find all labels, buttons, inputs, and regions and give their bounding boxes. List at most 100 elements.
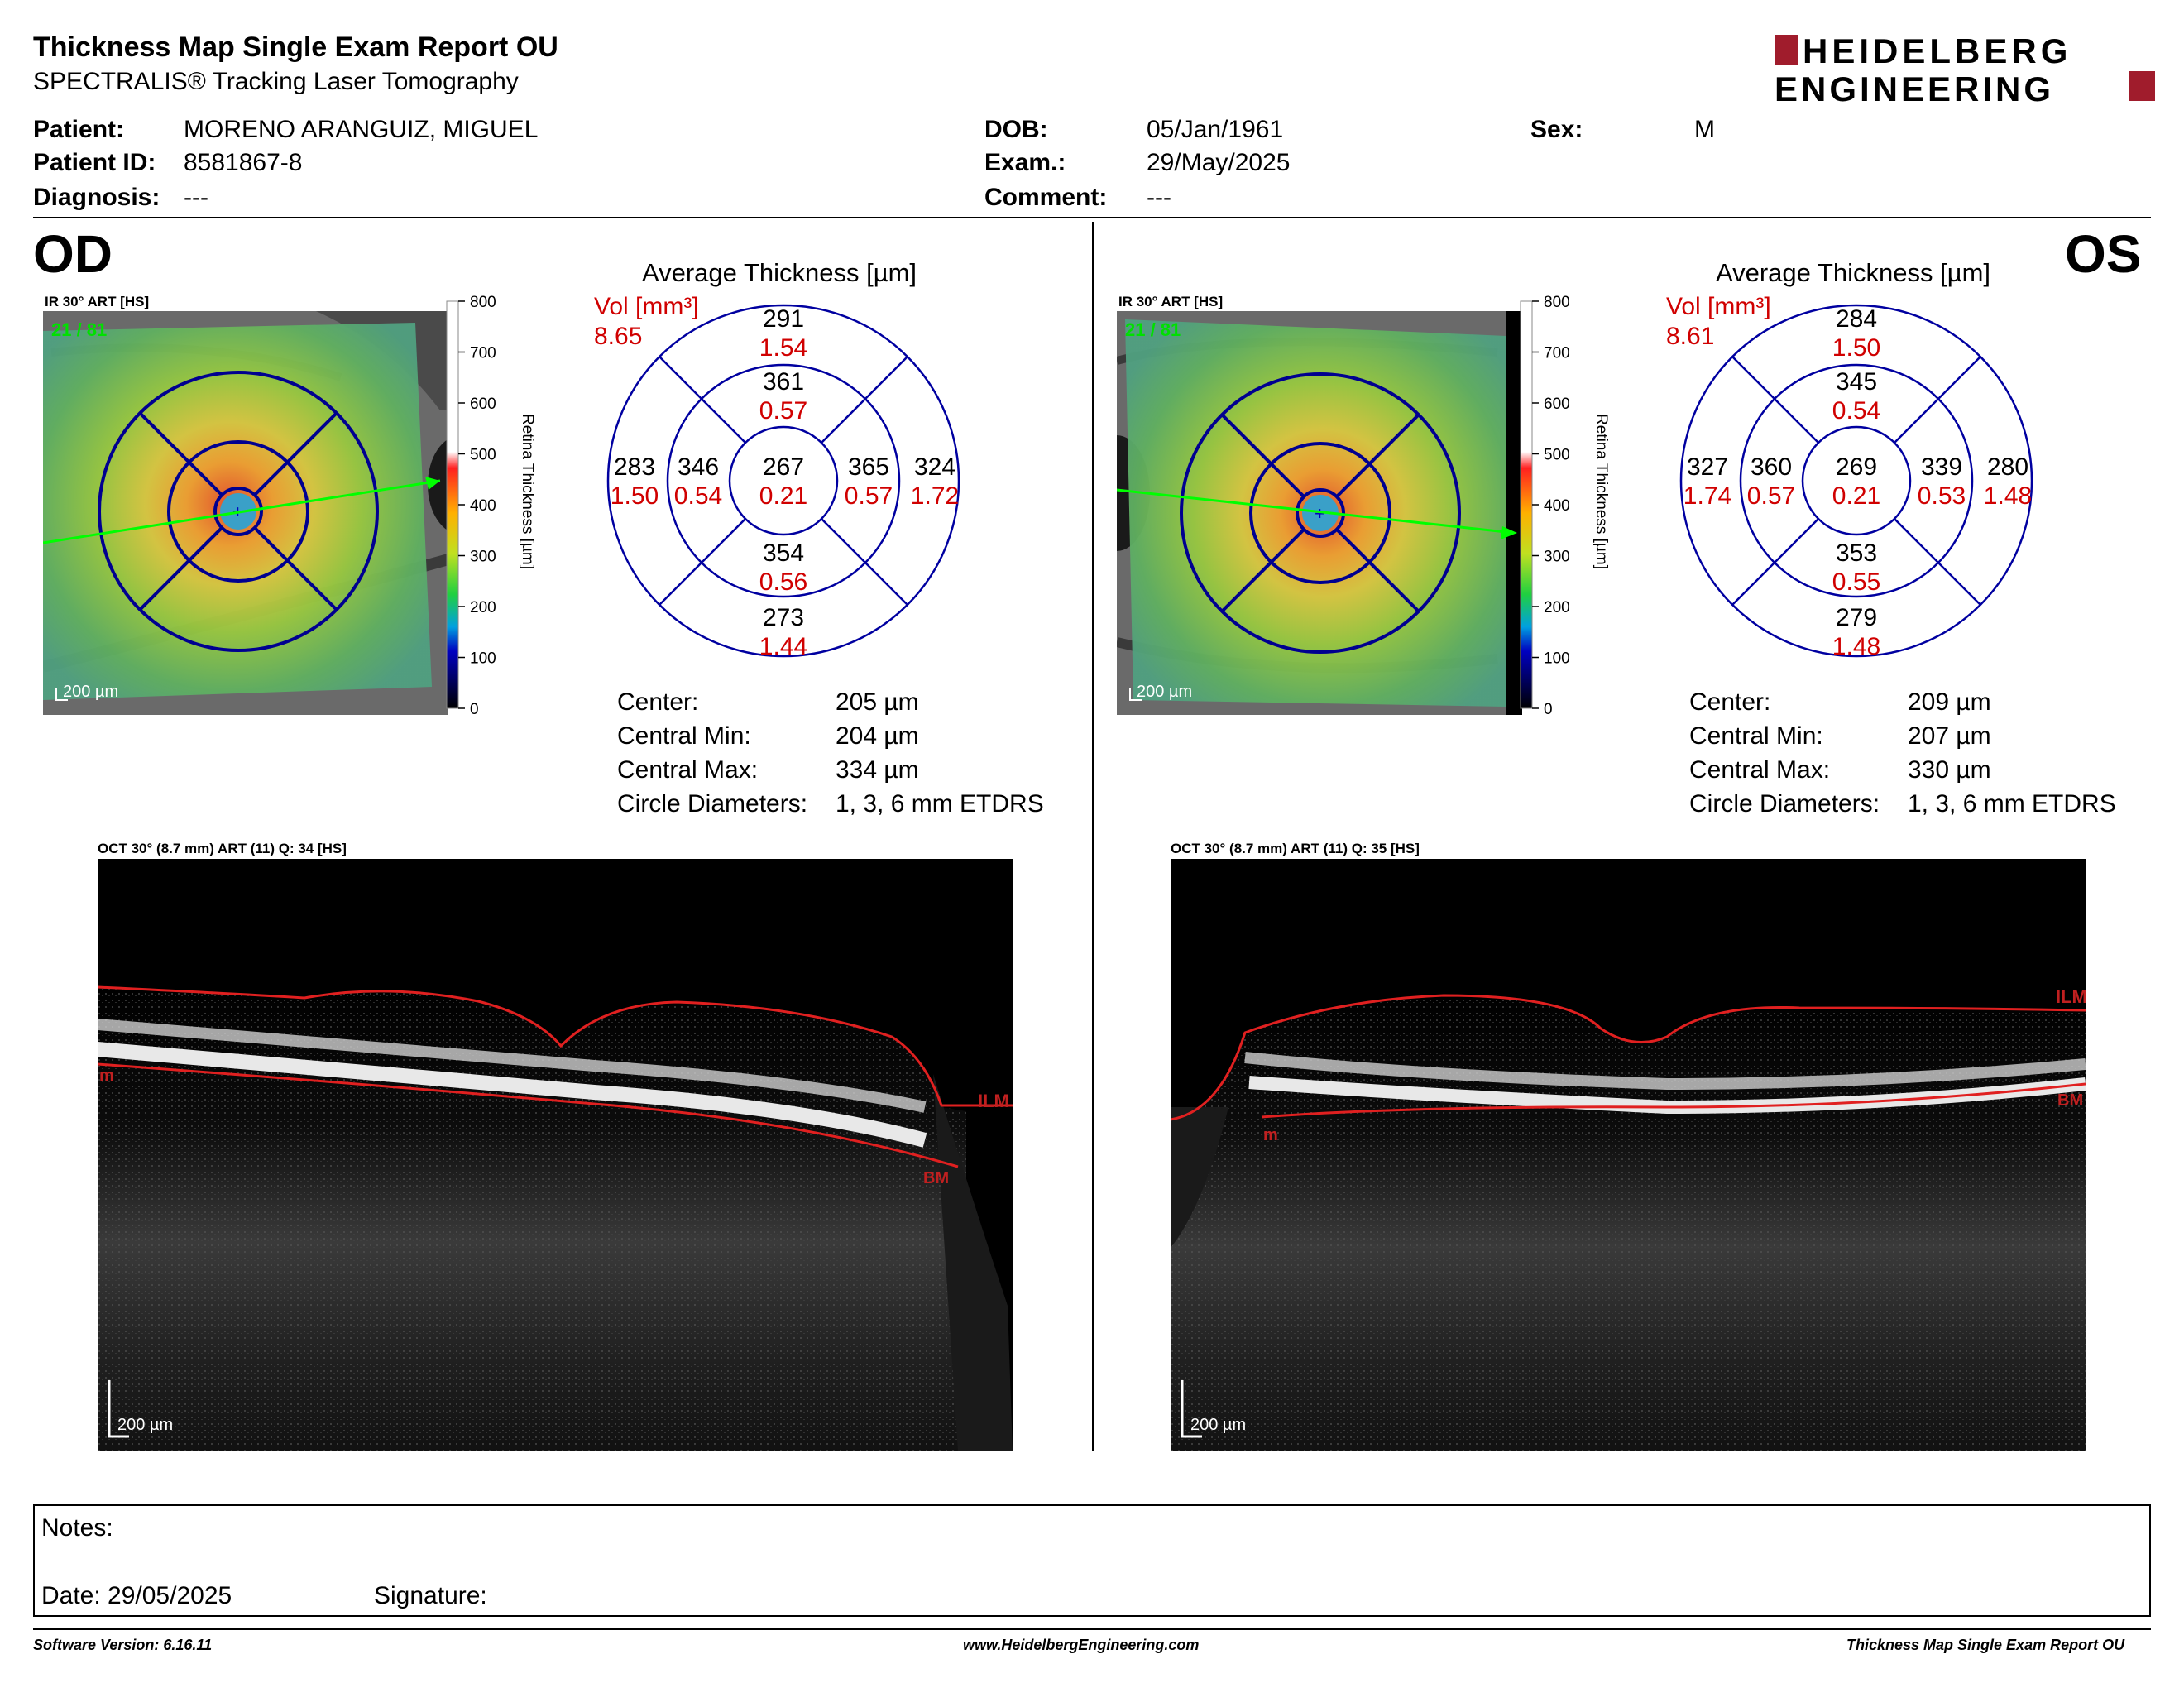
od-scale-tick-label: 700 <box>470 345 496 362</box>
os-scale-tick-label: 100 <box>1544 650 1570 668</box>
os-stat-value: 1, 3, 6 mm ETDRS <box>1908 790 2116 818</box>
od-scale-tick-label: 800 <box>470 294 496 311</box>
sex-label: Sex: <box>1530 116 1583 143</box>
od-scale-tick-label: 300 <box>470 549 496 566</box>
os-inner-inf-v: 0.55 <box>1832 568 1880 596</box>
center-divider <box>1092 222 1094 1451</box>
os-outer-inf-v: 1.48 <box>1832 633 1880 660</box>
os-outer-right-t: 280 <box>1987 453 2028 481</box>
patient-id-value: 8581867-8 <box>184 149 303 176</box>
comment-value: --- <box>1147 184 1171 211</box>
os-inner-left-v: 0.57 <box>1747 482 1795 510</box>
od-stat-label: Center: <box>617 688 699 716</box>
svg-text:+: + <box>1315 503 1325 524</box>
os-inner-right-v: 0.53 <box>1918 482 1966 510</box>
od-inner-right-t: 365 <box>848 453 889 481</box>
exam-label: Exam.: <box>984 149 1066 176</box>
od-vol-value: 8.65 <box>594 323 643 350</box>
od-outer-inf-t: 273 <box>763 604 804 631</box>
os-scale-tick-label: 300 <box>1544 549 1570 566</box>
svg-text:HEIDELBERG: HEIDELBERG <box>1803 31 2071 70</box>
patient-id-label: Patient ID: <box>33 149 156 176</box>
website-link[interactable]: www.HeidelbergEngineering.com <box>963 1637 1200 1653</box>
os-oct-label: OCT 30° (8.7 mm) ART (11) Q: 35 [HS] <box>1171 841 1420 856</box>
od-stat-label: Central Max: <box>617 756 759 784</box>
report-title: Thickness Map Single Exam Report OU <box>33 31 558 63</box>
od-oct-scale: 200 µm <box>117 1416 173 1434</box>
od-stat-label: Circle Diameters: <box>617 790 808 818</box>
od-inner-inf-v: 0.56 <box>759 568 807 596</box>
footer-divider <box>33 1628 2151 1630</box>
od-stat-value: 205 µm <box>836 688 919 716</box>
notes-label: Notes: <box>41 1514 113 1542</box>
exam-value: 29/May/2025 <box>1147 149 1291 176</box>
od-etdrs-grid: 291 1.54 361 0.57 267 0.21 346 0.54 365 … <box>606 304 960 660</box>
od-scale-tick-label: 200 <box>470 599 496 616</box>
software-version: Software Version: 6.16.11 <box>33 1637 213 1653</box>
os-stat-value: 207 µm <box>1908 722 1991 750</box>
notes-box[interactable] <box>33 1504 2151 1617</box>
od-scale-tick-label: 400 <box>470 497 496 515</box>
os-frames-label: 21 / 81 <box>1125 319 1181 340</box>
od-outer-sup-v: 1.54 <box>759 334 807 362</box>
os-fundus-scale: 200 µm <box>1137 683 1192 701</box>
os-avg-title: Average Thickness [µm] <box>1716 258 1991 287</box>
os-vol-label: Vol [mm³] <box>1666 293 1771 320</box>
report-subtitle: SPECTRALIS® Tracking Laser Tomography <box>33 68 519 95</box>
od-inner-right-v: 0.57 <box>845 482 893 510</box>
os-fundus-image: 21 / 81 + 200 µm <box>1117 311 1522 715</box>
os-scale-tick-label: 200 <box>1544 599 1570 616</box>
od-fundus-scale: 200 µm <box>63 683 118 701</box>
os-vol-value: 8.61 <box>1666 323 1715 350</box>
os-outer-sup-t: 284 <box>1836 305 1877 333</box>
os-scale-tick-label: 700 <box>1544 345 1570 362</box>
os-inner-sup-v: 0.54 <box>1832 397 1880 424</box>
diagnosis-value: --- <box>184 184 208 211</box>
os-inner-right-t: 339 <box>1921 453 1962 481</box>
os-scale-title: Retina Thickness [µm] <box>1592 414 1610 569</box>
signature-label: Signature: <box>374 1582 487 1609</box>
os-outer-left-v: 1.74 <box>1684 482 1731 510</box>
os-outer-inf-t: 279 <box>1836 604 1877 631</box>
od-oct-ilm-label: ILM <box>978 1091 1009 1111</box>
od-oct-bm-label: BM <box>923 1169 949 1187</box>
svg-text:ENGINEERING: ENGINEERING <box>1774 70 2054 106</box>
os-scale-tick-label: 800 <box>1544 294 1570 311</box>
od-center-t: 267 <box>763 453 804 481</box>
os-outer-left-t: 327 <box>1687 453 1728 481</box>
od-outer-inf-v: 1.44 <box>759 633 807 660</box>
od-scale-title: Retina Thickness [µm] <box>519 414 536 569</box>
od-frames-label: 21 / 81 <box>51 319 107 340</box>
od-inner-left-v: 0.54 <box>674 482 722 510</box>
os-stat-label: Center: <box>1689 688 1771 716</box>
od-stat-value: 334 µm <box>836 756 919 784</box>
os-oct-m-label: m <box>1263 1126 1278 1144</box>
os-stat-label: Central Max: <box>1689 756 1831 784</box>
os-center-v: 0.21 <box>1832 482 1880 510</box>
heidelberg-logo: HEIDELBERG ENGINEERING <box>1774 31 2155 106</box>
od-eye-label: OD <box>33 224 113 284</box>
sex-value: M <box>1694 116 1715 143</box>
dob-value: 05/Jan/1961 <box>1147 116 1284 143</box>
od-fundus-image: 21 / 81 + 200 µm <box>43 311 448 715</box>
date-label: Date: 29/05/2025 <box>41 1582 232 1609</box>
header-divider <box>33 217 2151 218</box>
od-thickness-scale: 800 700 600 500 400 300 200 100 0 Retina Thicknes… <box>446 294 536 718</box>
od-center-v: 0.21 <box>759 482 807 510</box>
od-outer-sup-t: 291 <box>763 305 804 333</box>
od-vol-label: Vol [mm³] <box>594 293 699 320</box>
od-inner-inf-t: 354 <box>763 539 804 567</box>
od-inner-left-t: 346 <box>678 453 719 481</box>
os-ir-label: IR 30° ART [HS] <box>1118 294 1224 309</box>
od-stat-value: 1, 3, 6 mm ETDRS <box>836 790 1044 818</box>
os-oct-ilm-label: ILM <box>2056 986 2086 1007</box>
od-oct-label: OCT 30° (8.7 mm) ART (11) Q: 34 [HS] <box>98 841 347 856</box>
os-stat-label: Circle Diameters: <box>1689 790 1880 818</box>
dob-label: DOB: <box>984 116 1048 143</box>
od-inner-sup-t: 361 <box>763 368 804 396</box>
os-oct-scale: 200 µm <box>1190 1416 1246 1434</box>
os-inner-sup-t: 345 <box>1836 368 1877 396</box>
od-oct-m-label: m <box>99 1067 114 1085</box>
os-eye-label: OS <box>2065 224 2142 284</box>
od-outer-right-t: 324 <box>914 453 956 481</box>
